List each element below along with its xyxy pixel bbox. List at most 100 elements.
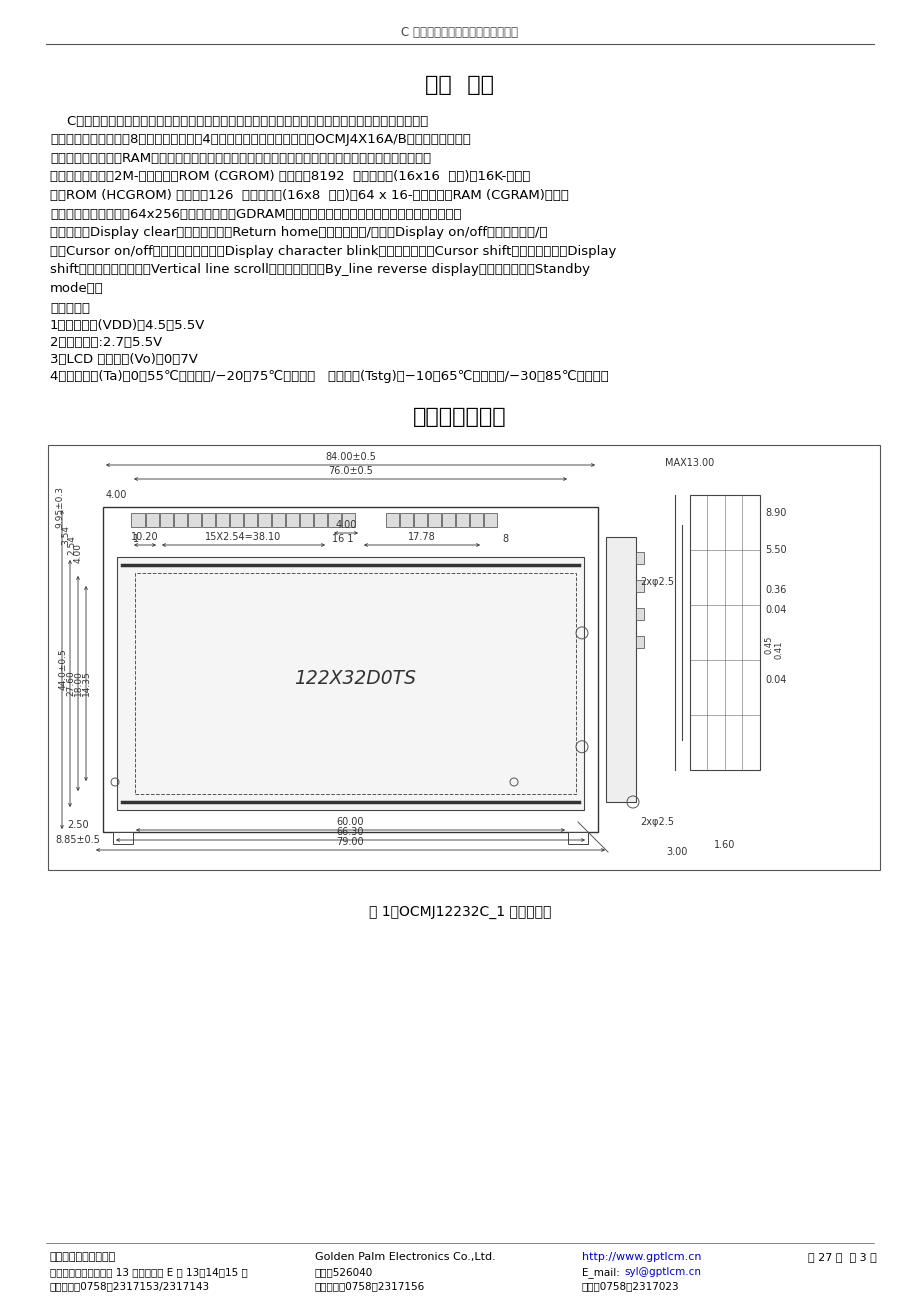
Bar xyxy=(484,513,497,527)
Bar xyxy=(470,513,483,527)
Text: 2.54: 2.54 xyxy=(67,535,76,555)
Text: 0.04: 0.04 xyxy=(765,605,786,615)
Text: 3.00: 3.00 xyxy=(665,848,686,857)
Bar xyxy=(174,513,187,527)
Text: 15X2.54=38.10: 15X2.54=38.10 xyxy=(205,533,281,542)
Text: 2xφ2.5: 2xφ2.5 xyxy=(640,816,674,827)
Text: 传真：0758－2317023: 传真：0758－2317023 xyxy=(582,1281,679,1292)
Bar xyxy=(145,513,158,527)
Bar xyxy=(117,557,584,810)
Bar xyxy=(428,513,441,527)
Text: 1.60: 1.60 xyxy=(713,840,735,850)
Bar xyxy=(113,832,133,844)
Text: mode）。: mode）。 xyxy=(50,281,104,294)
Text: 肇庆金鹏电子有限公司: 肇庆金鹏电子有限公司 xyxy=(50,1253,116,1262)
Text: 藏（Cursor on/off）、显示字符闪烁（Display character blink）、光标移位（Cursor shift）、显示移位（Display: 藏（Cursor on/off）、显示字符闪烁（Display characte… xyxy=(50,245,616,258)
Text: 9.95±0.3: 9.95±0.3 xyxy=(55,486,64,529)
Text: 16 1: 16 1 xyxy=(332,534,354,544)
Text: 8: 8 xyxy=(502,534,507,544)
Text: 便操作模块。内置2M-位中文字型ROM (CGROM) 总共提供8192  个中文字型(16x16  点阵)，16K-位半宽: 便操作模块。内置2M-位中文字型ROM (CGROM) 总共提供8192 个中文… xyxy=(50,171,529,184)
Text: 4、工作温度(Ta)：0～55℃（常温）/−20～75℃（宽温）   保存温度(Tstg)：−10～65℃（常温）/−30～85℃（宽温）: 4、工作温度(Ta)：0～55℃（常温）/−20～75℃（宽温） 保存温度(Ts… xyxy=(50,370,608,383)
Bar xyxy=(244,513,256,527)
Text: 邮编：526040: 邮编：526040 xyxy=(314,1267,373,1277)
Text: http://www.gptlcm.cn: http://www.gptlcm.cn xyxy=(582,1253,701,1262)
Bar xyxy=(386,513,399,527)
Bar xyxy=(567,832,587,844)
Text: C 系列中文液晶显示模块使用说明书: C 系列中文液晶显示模块使用说明书 xyxy=(401,26,518,39)
Bar xyxy=(400,513,413,527)
Text: 5.50: 5.50 xyxy=(765,546,786,555)
Text: 18.00: 18.00 xyxy=(74,671,83,697)
Text: 业务联系：0758－2317153/2317143: 业务联系：0758－2317153/2317143 xyxy=(50,1281,210,1292)
Text: 79.00: 79.00 xyxy=(336,837,364,848)
Text: 66.30: 66.30 xyxy=(336,827,364,837)
Text: 2xφ2.5: 2xφ2.5 xyxy=(640,577,674,587)
Bar xyxy=(635,552,643,564)
Text: E_mail:: E_mail: xyxy=(582,1267,622,1277)
Text: 字型ROM (HCGROM) 总共提供126  个符号字型(16x8  点阵)，64 x 16-位字型产生RAM (CGRAM)。另外: 字型ROM (HCGROM) 总共提供126 个符号字型(16x8 点阵)，64… xyxy=(50,189,568,202)
Bar xyxy=(300,513,313,527)
Text: 2、逻辑电平:2.7～5.5V: 2、逻辑电平:2.7～5.5V xyxy=(50,336,162,349)
Text: 三种控制接口，分别是8位微处理器接口，4位微处理器接口及串行接口（OCMJ4X16A/B无串行接口）。所: 三种控制接口，分别是8位微处理器接口，4位微处理器接口及串行接口（OCMJ4X1… xyxy=(50,134,471,147)
Text: 2.50: 2.50 xyxy=(67,820,89,829)
Text: 10.20: 10.20 xyxy=(131,533,159,542)
Text: 3、LCD 驱动电压(Vo)：0～7V: 3、LCD 驱动电压(Vo)：0～7V xyxy=(50,353,198,366)
Text: 14.35: 14.35 xyxy=(82,671,91,697)
Text: 共 27 页  第 3 页: 共 27 页 第 3 页 xyxy=(807,1253,876,1262)
Text: 0.45: 0.45 xyxy=(765,635,773,654)
Text: 0.36: 0.36 xyxy=(765,585,786,595)
Text: 0.41: 0.41 xyxy=(774,641,783,659)
Text: 地址：肇庆市建设四路 13 号天宁广场 E 幢 13、14、15 楼: 地址：肇庆市建设四路 13 号天宁广场 E 幢 13、14、15 楼 xyxy=(50,1267,247,1277)
Bar xyxy=(442,513,455,527)
Text: 8.90: 8.90 xyxy=(765,508,786,518)
Text: 4.00: 4.00 xyxy=(335,519,357,530)
Text: 有的功能，包含显示RAM，字型产生器，都包含在一个芯片里面。只要一个最小的微处理系统，就可以方: 有的功能，包含显示RAM，字型产生器，都包含在一个芯片里面。只要一个最小的微处理… xyxy=(50,152,431,165)
Text: 3.54: 3.54 xyxy=(62,525,71,546)
Bar xyxy=(230,513,243,527)
Text: 4.00: 4.00 xyxy=(74,543,83,562)
Bar xyxy=(216,513,229,527)
Text: MAX13.00: MAX13.00 xyxy=(664,458,713,467)
Bar xyxy=(131,513,144,527)
Bar xyxy=(314,513,327,527)
Text: 主要参数：: 主要参数： xyxy=(50,302,90,315)
Text: 0.04: 0.04 xyxy=(765,674,786,685)
Text: 76.0±0.5: 76.0±0.5 xyxy=(328,466,372,477)
Text: 17.78: 17.78 xyxy=(408,533,436,542)
Text: 44.0±0.5: 44.0±0.5 xyxy=(59,648,68,690)
Text: 8.85±0.5: 8.85±0.5 xyxy=(55,835,100,845)
Text: C系列中文模块可以显示字母、数字符号、中文字型及图形，具有绘图及文字画面混合显示功能。提供: C系列中文模块可以显示字母、数字符号、中文字型及图形，具有绘图及文字画面混合显示… xyxy=(50,115,427,128)
Bar xyxy=(342,513,355,527)
Bar xyxy=(103,506,597,832)
Text: 画面清除（Display clear）、光标归位（Return home）、显示打开/关闭（Display on/off）、光标显示/隐: 画面清除（Display clear）、光标归位（Return home）、显示… xyxy=(50,227,547,240)
Text: 27.60: 27.60 xyxy=(66,671,75,697)
Text: 60.00: 60.00 xyxy=(336,816,364,827)
Text: 图 1：OCMJ12232C_1 外形尺寸图: 图 1：OCMJ12232C_1 外形尺寸图 xyxy=(369,905,550,919)
Bar xyxy=(414,513,427,527)
Text: 1、工作电压(VDD)：4.5～5.5V: 1、工作电压(VDD)：4.5～5.5V xyxy=(50,319,205,332)
Text: 绘图显示画面提供一个64x256点的绘图区域（GDRAM），可以和文字画面混和显示。提供多功能指令：: 绘图显示画面提供一个64x256点的绘图区域（GDRAM），可以和文字画面混和显… xyxy=(50,207,461,220)
Text: 122X32D0TS: 122X32D0TS xyxy=(294,669,416,687)
Text: syl@gptlcm.cn: syl@gptlcm.cn xyxy=(623,1267,700,1277)
Text: 二、外形尺寸图: 二、外形尺寸图 xyxy=(413,408,506,427)
Text: 4.00: 4.00 xyxy=(105,490,127,500)
Bar xyxy=(456,513,469,527)
Bar xyxy=(689,495,759,769)
Text: 1: 1 xyxy=(133,534,139,544)
Bar xyxy=(160,513,173,527)
Text: shift）、垂直画面卷动（Vertical line scroll）、反白显示（By_line reverse display）、待命模式（Standby: shift）、垂直画面卷动（Vertical line scroll）、反白显示… xyxy=(50,263,589,276)
Bar xyxy=(48,445,879,870)
Bar xyxy=(328,513,341,527)
Bar xyxy=(635,608,643,620)
Bar xyxy=(135,573,575,794)
Bar xyxy=(187,513,200,527)
Bar xyxy=(635,635,643,648)
Text: 一、  概述: 一、 概述 xyxy=(425,76,494,95)
Bar xyxy=(635,579,643,592)
Bar xyxy=(606,536,635,802)
Bar xyxy=(286,513,299,527)
Text: 技术支持：0758－2317156: 技术支持：0758－2317156 xyxy=(314,1281,425,1292)
Text: 84.00±0.5: 84.00±0.5 xyxy=(324,452,376,462)
Text: Golden Palm Electronics Co.,Ltd.: Golden Palm Electronics Co.,Ltd. xyxy=(314,1253,495,1262)
Bar xyxy=(201,513,215,527)
